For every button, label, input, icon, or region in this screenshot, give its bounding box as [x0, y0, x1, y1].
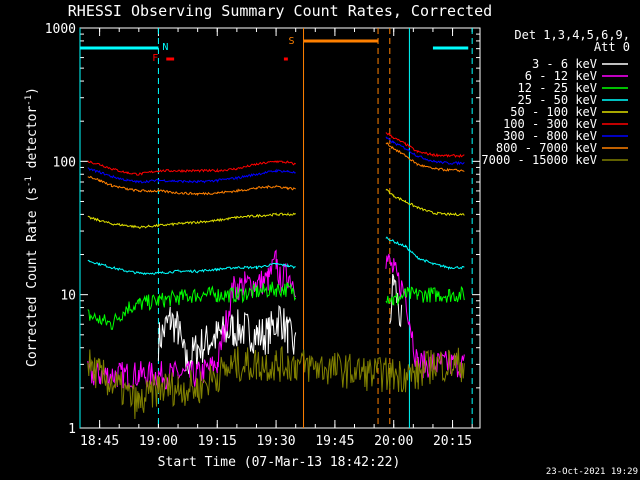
night-flag-label: N	[162, 42, 168, 53]
legend-entry-label: 7000 - 15000 keV	[481, 153, 597, 167]
x-tick-label: 20:15	[433, 434, 472, 449]
x-tick-label: 20:00	[374, 434, 413, 449]
series-layer	[87, 132, 465, 420]
series-line	[87, 132, 465, 176]
legend-header-attenuator: Att 0	[594, 40, 630, 54]
legend-entry-label: 6 - 12 keV	[525, 69, 597, 83]
series-line	[87, 142, 465, 197]
saa-flag-label: S	[289, 36, 295, 47]
chart-title: RHESSI Observing Summary Count Rates, Co…	[68, 2, 492, 20]
flag-bars: N S F	[80, 36, 469, 64]
y-axis-label-group: Corrected Count Rate (s-1 detector-1)	[24, 87, 40, 367]
legend-entry-label: 12 - 25 keV	[518, 81, 597, 95]
y-tick-label: 10	[60, 289, 76, 304]
y-tick-label: 1000	[45, 22, 76, 37]
flag-lines	[79, 28, 473, 428]
x-tick-label: 19:15	[198, 434, 237, 449]
legend-entry-label: 25 - 50 keV	[518, 93, 597, 107]
legend-entry-label: 100 - 300 keV	[503, 117, 597, 131]
x-tick-label: 19:45	[315, 434, 354, 449]
series-line	[87, 281, 465, 330]
y-axis-label: Corrected Count Rate (s-1 detector-1)	[24, 87, 40, 367]
plot-axes: 1 10 100 1000 18:45 19:00 19:15 19:30 19:45 20:00…	[45, 22, 481, 449]
series-line	[87, 236, 465, 276]
legend-entry-label: 3 - 6 keV	[532, 57, 597, 71]
series-line	[87, 346, 465, 420]
y-tick-label: 100	[53, 155, 76, 170]
y-tick-label: 1	[68, 422, 76, 437]
legend-entry-label: 50 - 100 keV	[510, 105, 597, 119]
x-tick-label: 18:45	[80, 434, 119, 449]
legend-entry-label: 300 - 800 keV	[503, 129, 597, 143]
flare-flag-label: F	[152, 53, 158, 64]
generation-timestamp: 23-Oct-2021 19:29	[546, 467, 638, 477]
series-line	[87, 136, 465, 184]
legend-entry-label: 800 - 7000 keV	[496, 141, 597, 155]
x-tick-label: 19:00	[139, 434, 178, 449]
x-axis-label: Start Time (07-Mar-13 18:42:22)	[158, 455, 401, 470]
legend-header-detectors: Det 1,3,4,5,6,9,	[514, 28, 630, 42]
series-line	[87, 188, 465, 230]
x-tick-label: 19:30	[257, 434, 296, 449]
